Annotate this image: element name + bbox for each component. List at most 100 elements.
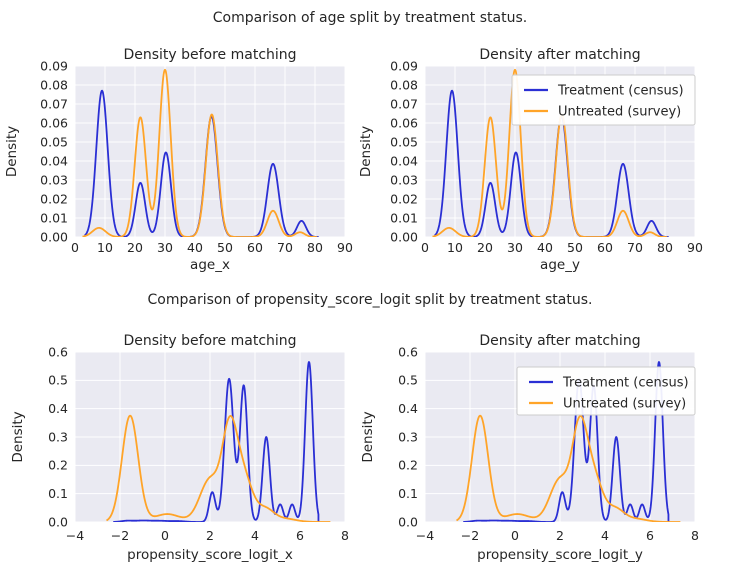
x-axis-label: age_y xyxy=(540,257,580,273)
x-axis-label: propensity_score_logit_y xyxy=(477,547,643,563)
y-axis-label: Density xyxy=(4,126,20,177)
svg-text:50: 50 xyxy=(567,240,583,255)
svg-text:70: 70 xyxy=(627,240,643,255)
svg-text:0.08: 0.08 xyxy=(40,77,68,92)
x-axis-label: propensity_score_logit_x xyxy=(127,547,293,563)
svg-text:0: 0 xyxy=(511,528,519,543)
svg-text:90: 90 xyxy=(337,240,353,255)
svg-text:0.5: 0.5 xyxy=(398,373,418,388)
svg-text:4: 4 xyxy=(251,528,259,543)
svg-text:20: 20 xyxy=(127,240,143,255)
svg-text:0.1: 0.1 xyxy=(48,486,68,501)
svg-text:0.00: 0.00 xyxy=(40,229,68,244)
chart-age-before-svg: Density before matching 0 10 20 30 40 50 60 70 80… xyxy=(4,47,353,273)
kde-curve-untreated-survey xyxy=(81,68,318,237)
svg-text:0: 0 xyxy=(161,528,169,543)
axes-title: Density after matching xyxy=(479,333,640,349)
svg-text:0.03: 0.03 xyxy=(390,172,418,187)
svg-text:2: 2 xyxy=(556,528,564,543)
svg-text:0.5: 0.5 xyxy=(48,373,68,388)
svg-text:0.2: 0.2 xyxy=(398,458,418,473)
svg-text:50: 50 xyxy=(217,240,233,255)
svg-text:−4: −4 xyxy=(416,528,434,543)
svg-text:30: 30 xyxy=(507,240,523,255)
svg-text:60: 60 xyxy=(597,240,613,255)
svg-text:0.4: 0.4 xyxy=(48,401,68,416)
svg-text:0.01: 0.01 xyxy=(40,210,68,225)
kde-curve-untreated-survey xyxy=(455,414,681,522)
svg-text:0.06: 0.06 xyxy=(40,115,68,130)
svg-text:2: 2 xyxy=(206,528,214,543)
svg-text:0.6: 0.6 xyxy=(398,344,418,359)
y-axis-label: Density xyxy=(358,126,374,177)
svg-text:80: 80 xyxy=(307,240,323,255)
svg-text:−4: −4 xyxy=(66,528,84,543)
y-tick-labels: 0.00 0.01 0.02 0.03 0.04 0.05 0.06 0.07 0.08 0.09 xyxy=(40,58,68,244)
svg-text:0.08: 0.08 xyxy=(390,77,418,92)
svg-text:0.01: 0.01 xyxy=(390,210,418,225)
svg-text:40: 40 xyxy=(537,240,553,255)
svg-text:0.07: 0.07 xyxy=(40,96,68,111)
svg-text:10: 10 xyxy=(97,240,113,255)
series-curves xyxy=(105,361,331,522)
svg-text:8: 8 xyxy=(341,528,349,543)
y-axis-label: Density xyxy=(10,411,26,462)
svg-text:0.07: 0.07 xyxy=(390,96,418,111)
plot-area xyxy=(75,66,345,237)
svg-text:0.05: 0.05 xyxy=(390,134,418,149)
legend: Treatment (census) Untreated (survey) xyxy=(511,74,696,126)
legend-label: Treatment (census) xyxy=(557,84,684,99)
chart-propensity-after-svg: Treatment (census) Untreated (survey) Dens… xyxy=(360,333,699,563)
svg-text:70: 70 xyxy=(277,240,293,255)
chart-age-after-svg: Treatment (census) Untreated (survey) Dens… xyxy=(358,47,703,273)
axes-title: Density after matching xyxy=(479,47,640,63)
svg-text:0: 0 xyxy=(421,240,429,255)
svg-text:60: 60 xyxy=(247,240,263,255)
svg-text:0.2: 0.2 xyxy=(48,458,68,473)
legend-box xyxy=(511,74,696,126)
svg-text:6: 6 xyxy=(296,528,304,543)
legend-label: Treatment (census) xyxy=(562,376,689,391)
chart-age-density-before-matching: Density before matching 0 10 20 30 40 50 60 70 80… xyxy=(0,40,370,289)
legend: Treatment (census) Untreated (survey) xyxy=(516,366,696,416)
svg-text:8: 8 xyxy=(691,528,699,543)
axes-title: Density before matching xyxy=(123,47,296,63)
gridlines xyxy=(424,65,696,238)
x-tick-labels: −4 −2 0 2 4 6 8 xyxy=(416,528,699,543)
kde-curve-untreated-survey xyxy=(431,68,668,237)
svg-text:0.00: 0.00 xyxy=(390,229,418,244)
kde-curve-treatment-census xyxy=(462,361,670,522)
y-axis-label: Density xyxy=(360,411,376,462)
svg-text:−2: −2 xyxy=(111,528,129,543)
svg-text:0.02: 0.02 xyxy=(40,191,68,206)
row-title-age: Comparison of age split by treatment sta… xyxy=(212,10,528,26)
legend-box xyxy=(516,366,696,416)
svg-text:0.6: 0.6 xyxy=(48,344,68,359)
y-tick-labels: 0.00 0.01 0.02 0.03 0.04 0.05 0.06 0.07 0.08 0.09 xyxy=(390,58,418,244)
svg-text:0.3: 0.3 xyxy=(48,429,68,444)
svg-text:80: 80 xyxy=(657,240,673,255)
svg-text:0.1: 0.1 xyxy=(398,486,418,501)
svg-text:40: 40 xyxy=(187,240,203,255)
svg-text:0.09: 0.09 xyxy=(40,58,68,73)
axes-title: Density before matching xyxy=(123,333,296,349)
svg-text:0.06: 0.06 xyxy=(390,115,418,130)
svg-text:0.04: 0.04 xyxy=(40,153,68,168)
chart-propensity-density-after-matching: Treatment (census) Untreated (survey) Dens… xyxy=(350,325,720,577)
kde-curve-treatment-census xyxy=(112,361,320,522)
svg-text:0.09: 0.09 xyxy=(390,58,418,73)
chart-age-density-after-matching: Treatment (census) Untreated (survey) Dens… xyxy=(350,40,720,289)
legend-label: Untreated (survey) xyxy=(563,397,686,412)
series-curves xyxy=(81,68,319,237)
y-tick-labels: 0.0 0.1 0.2 0.3 0.4 0.5 0.6 xyxy=(398,344,418,529)
chart-propensity-density-before-matching: Density before matching −4 −2 0 2 4 6 8 0.0 0.1 0.… xyxy=(0,325,370,577)
row-title-propensity-score-logit: Comparison of propensity_score_logit spl… xyxy=(147,292,593,308)
svg-text:0: 0 xyxy=(71,240,79,255)
svg-text:30: 30 xyxy=(157,240,173,255)
svg-text:0.4: 0.4 xyxy=(398,401,418,416)
x-axis-label: age_x xyxy=(190,257,230,273)
chart-propensity-before-svg: Density before matching−4 −2 0 2 4 6 80.00.10.… xyxy=(10,333,349,563)
svg-text:10: 10 xyxy=(447,240,463,255)
series-curves xyxy=(455,361,681,522)
